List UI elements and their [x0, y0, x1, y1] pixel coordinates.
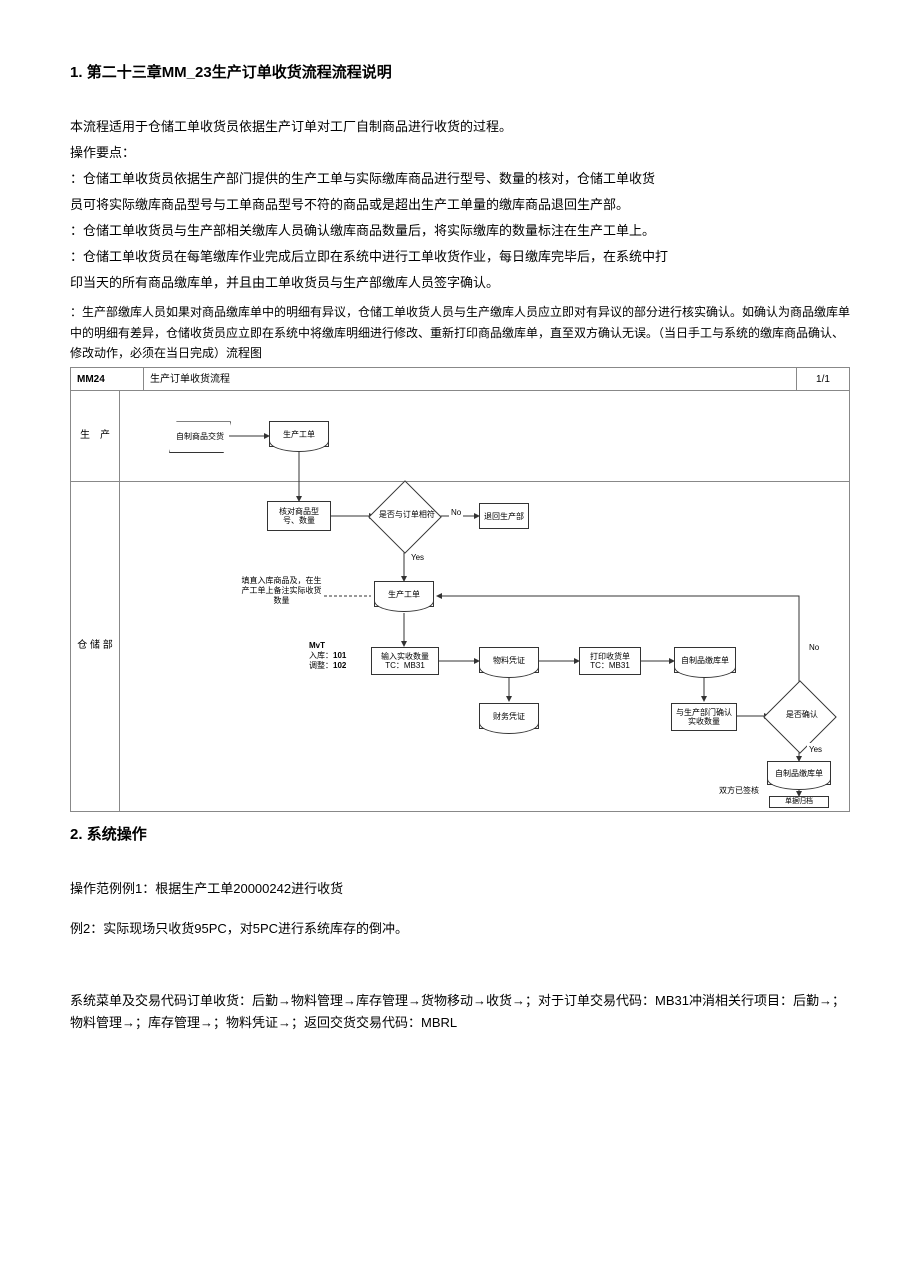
section2-number: 2. — [70, 826, 83, 843]
node-matdoc-label: 物料凭证 — [493, 656, 525, 666]
annot-mvt: MvT入库：101调整：102 — [309, 641, 369, 670]
lane-store-label: 仓 储 部 — [71, 480, 119, 810]
node-archive-label: 单据归档 — [785, 798, 813, 806]
node-start-label: 自制商品交货 — [176, 433, 224, 442]
section1-number: 1. — [70, 64, 83, 81]
node-match-label: 是否与订单相符 — [372, 511, 442, 520]
node-print-label: 打印收货单 TC：MB31 — [590, 652, 630, 671]
edge-yes-1: Yes — [409, 551, 426, 565]
node-stock: 自制品缴库单 — [674, 647, 736, 673]
flowchart: MM24 生产订单收货流程 1/1 生 产 仓 储 部 — [70, 367, 850, 812]
section1-title: 第二十三章MM_23生产订单收货流程流程说明 — [87, 64, 392, 81]
ops-label: 操作要点： — [70, 142, 850, 164]
lane-divider — [71, 481, 849, 482]
footnote: ：生产部缴库人员如果对商品缴库单中的明细有异议，仓储工单收货人员与生产缴库人员应… — [70, 302, 850, 363]
node-match: 是否与订单相符 — [368, 481, 442, 555]
node-matdoc: 物料凭证 — [479, 647, 539, 673]
node-input: 输入实收数量 TC：MB31 — [371, 647, 439, 675]
example1: 操作范例例1：根据生产工单20000242进行收货 — [70, 878, 850, 900]
node-findoc-label: 财务凭证 — [493, 712, 525, 722]
node-check: 核对商品型号、数量 — [267, 501, 331, 531]
node-reject-label: 退回生产部 — [484, 512, 524, 522]
flowchart-body: 自制商品交货 生产工单 核对商品型号、数量 是否与订单相符 No Yes 退回生… — [119, 391, 849, 811]
node-confirm: 与生产部门确认实收数量 — [671, 703, 737, 731]
bullet-3b: 印当天的所有商品缴库单，并且由工单收货员与生产部缴库人员签字确认。 — [70, 272, 850, 294]
edge-yes-2: Yes — [807, 743, 824, 757]
node-start: 自制商品交货 — [169, 421, 231, 453]
node-stock2: 自制品缴库单 — [767, 761, 831, 785]
node-po2-label: 生产工单 — [388, 590, 420, 600]
flow-page: 1/1 — [797, 368, 849, 390]
flowchart-header: MM24 生产订单收货流程 1/1 — [71, 368, 849, 391]
node-po1-label: 生产工单 — [283, 430, 315, 440]
lane-prod-label: 生 产 — [71, 390, 119, 480]
node-po1: 生产工单 — [269, 421, 329, 447]
node-confirm-label: 与生产部门确认实收数量 — [676, 708, 732, 727]
node-findoc: 财务凭证 — [479, 703, 539, 729]
node-stock-label: 自制品缴库单 — [681, 656, 729, 666]
node-po2: 生产工单 — [374, 581, 434, 607]
node-reject: 退回生产部 — [479, 503, 529, 529]
bullet-1b: 员可将实际缴库商品型号与工单商品型号不符的商品或是超出生产工单量的缴库商品退回生… — [70, 194, 850, 216]
annot-signed: 双方已签核 — [714, 786, 764, 796]
node-print: 打印收货单 TC：MB31 — [579, 647, 641, 675]
lane-labels: 生 产 仓 储 部 — [71, 390, 120, 811]
bullet-2: ：仓储工单收货员与生产部相关缴库人员确认缴库商品数量后，将实际缴库的数量标注在生… — [70, 220, 850, 242]
edge-no-1: No — [449, 506, 463, 520]
example2: 例2：实际现场只收货95PC，对5PC进行系统库存的倒冲。 — [70, 918, 850, 940]
bullet-1a: ：仓储工单收货员依据生产部门提供的生产工单与实际缴库商品进行型号、数量的核对，仓… — [70, 168, 850, 190]
flow-title: 生产订单收货流程 — [144, 368, 797, 390]
intro-paragraph: 本流程适用于仓储工单收货员依据生产订单对工厂自制商品进行收货的过程。 — [70, 116, 850, 138]
node-ok-label: 是否确认 — [767, 711, 837, 720]
flow-code: MM24 — [71, 368, 144, 390]
menu-path: 系统菜单及交易代码订单收货：后勤→物料管理→库存管理→货物移动→收货→；对于订单… — [70, 990, 850, 1034]
node-stock2-label: 自制品缴库单 — [775, 769, 823, 779]
node-input-label: 输入实收数量 TC：MB31 — [381, 652, 429, 671]
node-archive: 单据归档 — [769, 796, 829, 808]
section2-heading: 2. 系统操作 — [70, 822, 850, 848]
annot-count: 填直入库商品及，在生产工单上备注实际收货数量 — [239, 576, 324, 605]
section2-title: 系统操作 — [87, 826, 147, 843]
node-ok: 是否确认 — [763, 681, 837, 755]
bullet-3a: ：仓储工单收货员在每笔缴库作业完成后立即在系统中进行工单收货作业，每日缴库完毕后… — [70, 246, 850, 268]
section1-heading: 1. 第二十三章MM_23生产订单收货流程流程说明 — [70, 60, 850, 86]
connectors — [119, 391, 849, 811]
node-check-label: 核对商品型号、数量 — [272, 507, 326, 526]
edge-no-2: No — [807, 641, 821, 655]
